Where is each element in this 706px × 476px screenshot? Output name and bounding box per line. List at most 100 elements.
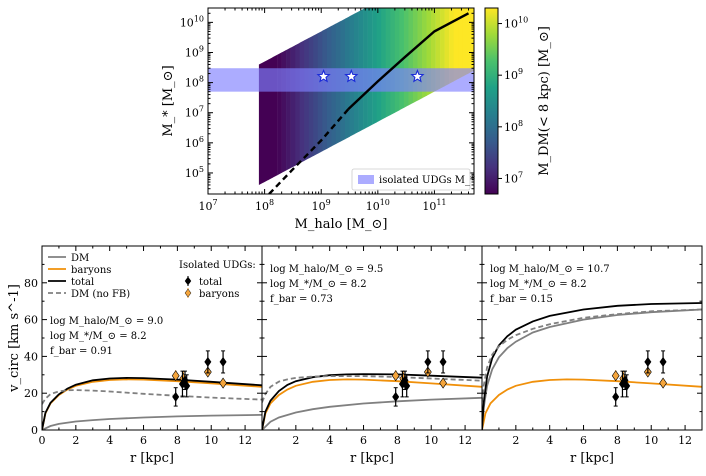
smhm-relation-dashed bbox=[268, 108, 350, 194]
x-tick-label: 107 bbox=[198, 198, 217, 213]
y-tick-label: 80 bbox=[24, 277, 38, 290]
annotation-line: log M_*/M_⊙ = 8.2 bbox=[490, 279, 587, 290]
curve-total bbox=[482, 302, 702, 430]
smhm-relation-solid bbox=[347, 12, 470, 111]
udg-total-point bbox=[612, 391, 620, 402]
legend-marker bbox=[184, 276, 192, 286]
heatmap-cell bbox=[476, 0, 481, 69]
heatmap-cell bbox=[376, 8, 382, 123]
x-tick-label: 6 bbox=[360, 434, 367, 447]
legend-swatch bbox=[358, 175, 374, 184]
legend-label: total bbox=[199, 277, 222, 288]
annotation-line: f_bar = 0.15 bbox=[490, 294, 553, 305]
udg-total-point bbox=[403, 380, 411, 391]
x-tick-label: 109 bbox=[312, 198, 331, 213]
udg-total-point bbox=[219, 356, 227, 367]
annotation-line: log M_*/M_⊙ = 8.2 bbox=[270, 279, 367, 290]
y-tick-label: 60 bbox=[24, 314, 38, 327]
smhm-panel: 107 108 109 1010 1011 105 106 107 108 109 1010 M_ha… bbox=[161, 0, 481, 232]
udg-total-point bbox=[172, 391, 180, 402]
legend-marker bbox=[184, 288, 192, 298]
x-tick-label: 8 bbox=[394, 434, 401, 447]
annotation-line: log M_*/M_⊙ = 8.2 bbox=[50, 331, 147, 342]
udg-star-marker bbox=[316, 69, 331, 83]
heatmap-cell bbox=[390, 8, 396, 116]
udg-baryon-point bbox=[611, 370, 620, 382]
curve-dm bbox=[482, 308, 702, 430]
udg-total-point bbox=[204, 356, 212, 367]
heatmap-cell bbox=[444, 8, 450, 87]
annotation-line: log M_halo/M_⊙ = 9.0 bbox=[50, 316, 163, 327]
udg-total-point bbox=[424, 356, 432, 367]
y-tick-label: 20 bbox=[24, 387, 38, 400]
x-tick-label: 10 bbox=[644, 434, 658, 447]
curve-dm-no-fb bbox=[482, 308, 702, 403]
curve-baryons bbox=[482, 378, 702, 430]
x-tick-label: 6 bbox=[140, 434, 147, 447]
x-axis-label: r [kpc] bbox=[130, 451, 174, 466]
y-tick-label: 109 bbox=[185, 44, 204, 59]
heatmap-cell bbox=[299, 40, 305, 164]
y-tick-label: 0 bbox=[31, 424, 38, 437]
rotation-curve-panel-1: 0 2 4 6 8 10 12 0 20 40 60 80v_circ [km s^-1] r [kpc… bbox=[7, 245, 263, 466]
heatmap-cell bbox=[290, 45, 296, 169]
udg-total-point bbox=[183, 380, 191, 391]
heatmap-cell bbox=[286, 47, 291, 171]
legend-label: total bbox=[71, 277, 94, 288]
x-tick-label: 4 bbox=[106, 434, 113, 447]
udg-total-point bbox=[659, 356, 667, 367]
heatmap-cell bbox=[381, 8, 386, 120]
x-tick-label: 6 bbox=[580, 434, 587, 447]
plot-area bbox=[42, 350, 262, 430]
x-axis-label: r [kpc] bbox=[350, 451, 394, 466]
annotation-line: f_bar = 0.73 bbox=[270, 294, 333, 305]
legend-label: baryons bbox=[199, 289, 239, 300]
heatmap-cell bbox=[313, 33, 319, 157]
y-tick-label: 40 bbox=[24, 350, 38, 363]
heatmap-cell bbox=[399, 8, 405, 111]
legend-label: isolated UDGs M_* bbox=[379, 175, 475, 186]
x-tick-label: 108 bbox=[255, 198, 274, 213]
y-tick-label: 107 bbox=[185, 105, 204, 120]
x-tick-label: 0 bbox=[39, 434, 46, 447]
colorbar-label: M_DM(< 8 kpc) [M_⊙] bbox=[537, 26, 552, 176]
udg-baryon-point bbox=[171, 370, 180, 382]
udg-star-marker bbox=[344, 68, 359, 83]
curve-total bbox=[42, 376, 262, 430]
x-tick-label: 8 bbox=[614, 434, 621, 447]
heatmap-cell bbox=[453, 8, 459, 82]
annotation-line: f_bar = 0.91 bbox=[50, 346, 113, 357]
rotation-curve-panel-3: 2 4 6 8 10 12 r [kpc] log M_halo/M_⊙ = 10.7 log … bbox=[481, 245, 703, 466]
x-tick-label: 4 bbox=[326, 434, 333, 447]
heatmap-cell bbox=[394, 8, 400, 113]
top-legend: isolated UDGs M_* bbox=[351, 168, 475, 191]
heatmap-cell bbox=[372, 8, 377, 125]
heatmap-cell bbox=[258, 62, 264, 185]
legend-label: DM bbox=[71, 253, 89, 264]
udg-baryon-point bbox=[439, 377, 447, 389]
x-tick-label: 2 bbox=[512, 434, 519, 447]
curve-baryons bbox=[262, 378, 482, 430]
annotation-line: log M_halo/M_⊙ = 9.5 bbox=[270, 264, 383, 275]
legend-label: DM (no FB) bbox=[71, 289, 130, 300]
x-tick-label: 1010 bbox=[366, 198, 390, 213]
legend-label: baryons bbox=[71, 265, 111, 276]
x-tick-label: 2 bbox=[72, 434, 79, 447]
colorbar-tick-label: 1010 bbox=[504, 16, 528, 31]
heatmap bbox=[258, 0, 481, 185]
x-tick-label: 10 bbox=[424, 434, 438, 447]
colorbar-tick-label: 109 bbox=[504, 67, 523, 82]
heatmap-cell bbox=[304, 37, 309, 161]
plot-area bbox=[262, 350, 482, 430]
curve-dm bbox=[42, 414, 262, 430]
heatmap-cell bbox=[385, 8, 391, 118]
y-tick-label: 106 bbox=[185, 135, 204, 150]
y-tick-label: 105 bbox=[185, 165, 204, 180]
udg-mass-band bbox=[208, 68, 474, 92]
x-axis-label: M_halo [M_⊙] bbox=[295, 217, 388, 232]
heatmap-cell bbox=[363, 8, 368, 130]
x-tick-label: 1011 bbox=[422, 198, 446, 213]
udg-baryon-point bbox=[219, 377, 227, 389]
